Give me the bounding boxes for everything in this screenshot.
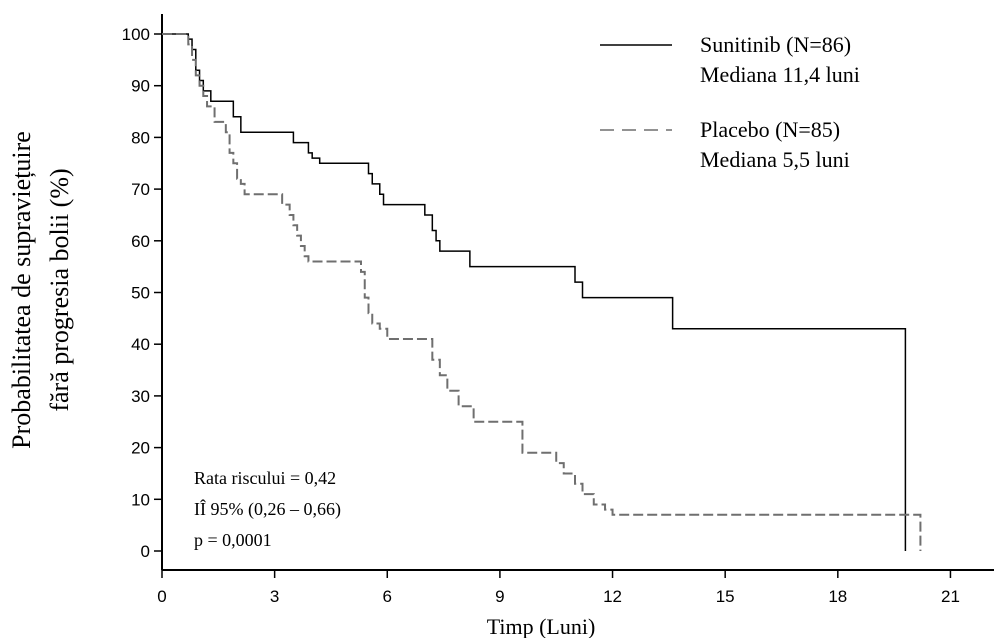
hazard-ratio-text: Rata riscului = 0,42	[194, 468, 336, 488]
legend-median-sunitinib: Mediana 11,4 luni	[700, 62, 860, 87]
x-tick-label: 0	[157, 587, 166, 606]
y-tick-label: 100	[122, 25, 150, 44]
y-tick-label: 80	[131, 128, 150, 147]
stats-annotation: Rata riscului = 0,42 IÎ 95% (0,26 – 0,66…	[194, 468, 341, 550]
x-tick-label: 21	[941, 587, 960, 606]
x-ticks: 0 3 6 9 12 15 18 21	[157, 570, 960, 606]
y-tick-label: 10	[131, 490, 150, 509]
plot-area: 0 3 6 9 12 15 18 21 0 10 20 30 40 50 60 70 80 90 100	[122, 14, 994, 606]
y-ticks: 0 10 20 30 40 50 60 70 80 90 100	[122, 25, 162, 561]
y-tick-label: 30	[131, 387, 150, 406]
confidence-interval-text: IÎ 95% (0,26 – 0,66)	[194, 498, 341, 520]
y-tick-label: 20	[131, 439, 150, 458]
x-tick-label: 6	[383, 587, 392, 606]
y-axis-title-line1: Probabilitatea de supraviețuire	[7, 131, 36, 449]
x-tick-label: 12	[603, 587, 622, 606]
legend-label-placebo: Placebo (N=85)	[700, 117, 840, 142]
y-tick-label: 70	[131, 180, 150, 199]
p-value-text: p = 0,0001	[194, 530, 272, 550]
legend: Sunitinib (N=86) Mediana 11,4 luni Place…	[600, 32, 860, 172]
y-tick-label: 50	[131, 284, 150, 303]
y-tick-label: 40	[131, 335, 150, 354]
x-tick-label: 9	[495, 587, 504, 606]
series-layer	[162, 33, 922, 551]
x-tick-label: 15	[716, 587, 735, 606]
x-tick-label: 3	[270, 587, 279, 606]
x-axis-title: Timp (Luni)	[487, 614, 596, 638]
y-tick-label: 0	[141, 542, 150, 561]
y-tick-label: 90	[131, 77, 150, 96]
y-axis-title-line2: fără progresia bolii (%)	[45, 168, 74, 411]
legend-label-sunitinib: Sunitinib (N=86)	[700, 32, 851, 57]
legend-median-placebo: Mediana 5,5 luni	[700, 147, 850, 172]
y-tick-label: 60	[131, 232, 150, 251]
x-tick-label: 18	[828, 587, 847, 606]
series-line-sunitinib	[162, 33, 907, 551]
